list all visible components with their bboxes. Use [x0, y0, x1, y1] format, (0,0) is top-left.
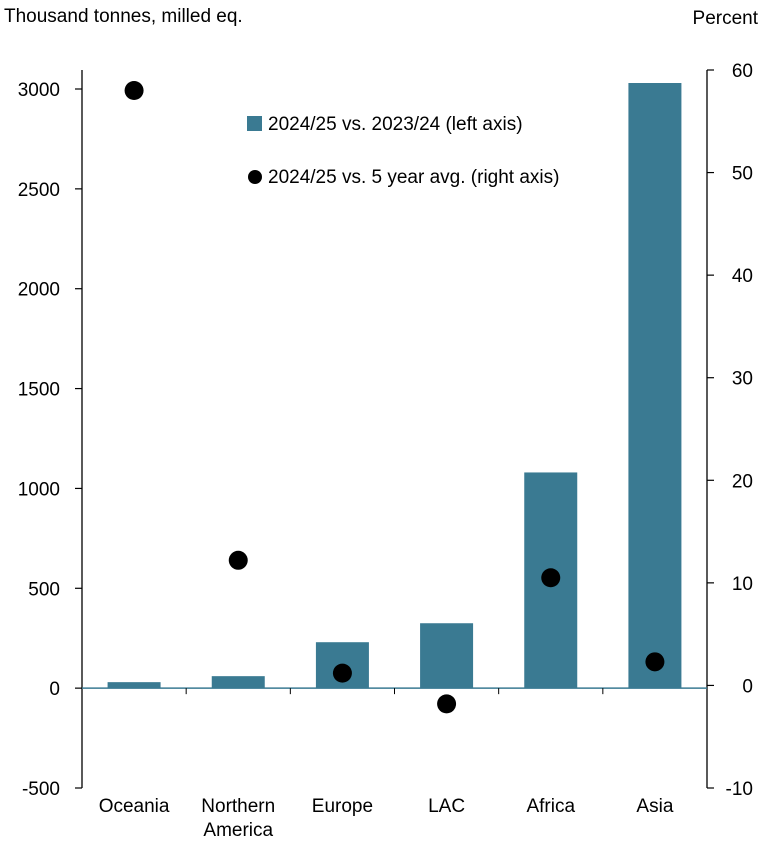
right-tick-label: 30	[732, 369, 753, 390]
left-tick-label: 2000	[18, 280, 60, 301]
point-3	[332, 663, 352, 683]
legend-bar-label: 2024/25 vs. 2023/24 (left axis)	[268, 114, 523, 135]
point-4	[437, 694, 457, 714]
left-axis-label: Thousand tonnes, milled eq.	[4, 6, 243, 27]
right-tick-label: 60	[732, 61, 753, 82]
right-tick-label: 0	[742, 676, 753, 697]
category-label: Europe	[312, 796, 373, 817]
ticks-layer: -500 0 500 1000 1500 2000 2500 3000 -10 0 10 20 30 40…	[18, 61, 753, 841]
point-2	[228, 550, 248, 570]
legend-point-swatch	[248, 170, 262, 184]
legend-point-label: 2024/25 vs. 5 year avg. (right axis)	[268, 167, 559, 188]
left-tick-label: 0	[49, 679, 60, 700]
category-label: Asia	[636, 796, 673, 817]
left-tick-label: 3000	[18, 80, 60, 101]
left-tick-label: 500	[28, 579, 60, 600]
left-tick-label: 2500	[18, 180, 60, 201]
bar-4	[420, 623, 474, 689]
point-6	[645, 652, 665, 672]
point-5	[541, 568, 561, 588]
category-label: America	[203, 820, 273, 841]
legend-bar-swatch	[247, 116, 262, 131]
bar-2	[211, 676, 265, 689]
category-label: Northern	[201, 796, 275, 817]
left-tick-label: 1000	[18, 479, 60, 500]
bars-layer	[107, 83, 682, 689]
points-layer	[124, 81, 665, 714]
axes-layer	[81, 70, 708, 788]
right-tick-label: 10	[732, 574, 753, 595]
right-tick-label: 20	[732, 471, 753, 492]
right-tick-label: -10	[726, 779, 753, 800]
category-label: LAC	[428, 796, 465, 817]
bar-1	[107, 682, 161, 689]
left-tick-label: 1500	[18, 380, 60, 401]
right-tick-label: 50	[732, 164, 753, 185]
legend: 2024/25 vs. 2023/24 (left axis) 2024/25 v…	[247, 114, 559, 188]
right-axis-label: Percent	[693, 8, 759, 29]
bar-6	[628, 83, 682, 689]
category-label: Oceania	[99, 796, 170, 817]
left-tick-label: -500	[22, 779, 60, 800]
right-tick-label: 40	[732, 266, 753, 287]
point-1	[124, 81, 144, 101]
category-label: Africa	[526, 796, 575, 817]
